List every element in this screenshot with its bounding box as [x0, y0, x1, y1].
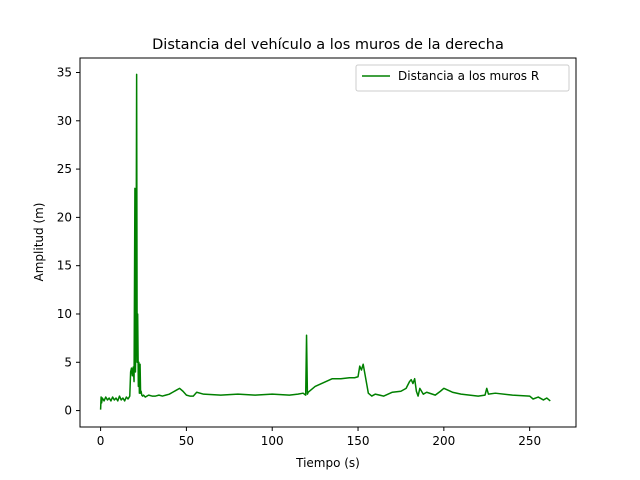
y-tick-label: 30 — [57, 114, 72, 128]
x-ticks: 0 50 100 150 200 250 — [97, 427, 541, 448]
legend-box — [355, 64, 570, 92]
x-axis-label: Tiempo (s) — [295, 456, 360, 470]
series-layer — [99, 73, 551, 410]
chart-title: Distancia del vehículo a los muros de la… — [152, 37, 504, 53]
plot-background — [80, 58, 576, 427]
y-tick-label: 0 — [64, 404, 72, 418]
y-tick-label: 25 — [57, 162, 72, 176]
series-line — [99, 73, 551, 410]
y-tick-label: 35 — [57, 65, 72, 79]
y-axis-label: Amplitud (m) — [32, 203, 46, 282]
plot-frame — [79, 57, 577, 428]
y-tick-label: 15 — [57, 259, 72, 273]
legend: Distancia a los muros R — [355, 64, 570, 92]
axes-layer — [79, 57, 577, 428]
y-ticks: 0 5 10 15 20 25 30 35 — [57, 65, 80, 418]
legend-label: Distancia a los muros R — [398, 69, 539, 83]
x-tick-label: 0 — [97, 434, 105, 448]
y-tick-label: 5 — [64, 355, 72, 369]
x-tick-label: 250 — [518, 434, 541, 448]
y-tick-label: 20 — [57, 210, 72, 224]
x-tick-label: 100 — [261, 434, 284, 448]
x-tick-label: 200 — [432, 434, 455, 448]
y-tick-label: 10 — [57, 307, 72, 321]
x-tick-label: 150 — [347, 434, 370, 448]
x-tick-label: 50 — [179, 434, 194, 448]
